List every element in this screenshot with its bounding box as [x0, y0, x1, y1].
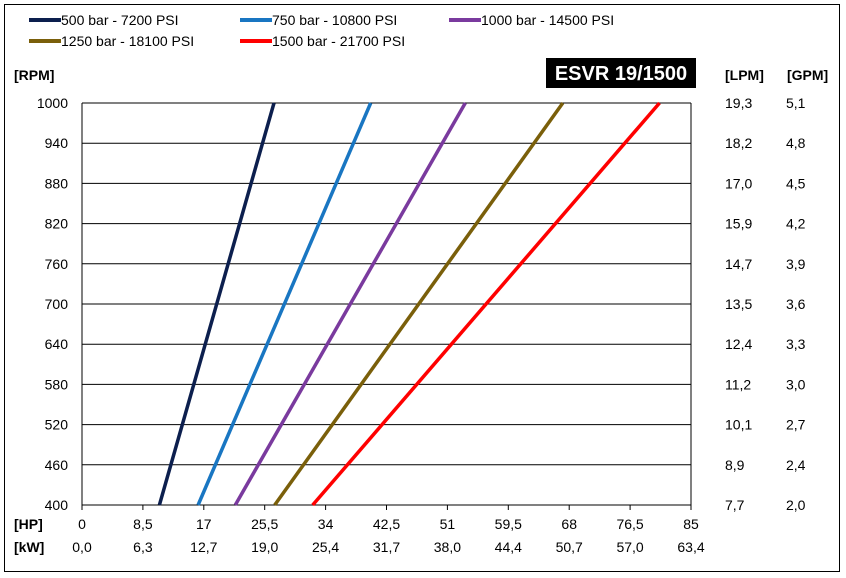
hp-tick-label: 42,5: [373, 516, 400, 532]
kw-tick-label: 31,7: [373, 539, 400, 555]
series-lines: [157, 101, 661, 507]
rpm-tick-label: 940: [45, 135, 69, 151]
hp-tick-label: 59,5: [495, 516, 522, 532]
kw-tick-label: 57,0: [616, 539, 643, 555]
gpm-tick-label: 4,8: [786, 135, 806, 151]
rpm-tick-label: 820: [45, 216, 69, 232]
lpm-tick-label: 13,5: [725, 296, 752, 312]
rpm-tick-label: 880: [45, 175, 69, 191]
gpm-tick-label: 2,0: [786, 497, 806, 513]
gpm-tick-label: 3,3: [786, 336, 806, 352]
legend: 500 bar - 7200 PSI 750 bar - 10800 PSI 100…: [29, 12, 614, 49]
legend-label-3: 1000 bar - 14500 PSI: [481, 12, 614, 28]
lpm-tick-label: 18,2: [725, 135, 752, 151]
hp-tick-label: 51: [440, 516, 456, 532]
kw-tick-label: 44,4: [495, 539, 522, 555]
hp-tick-label: 85: [683, 516, 699, 532]
gpm-tick-label: 4,2: [786, 216, 806, 232]
chart-frame: [4, 4, 840, 572]
rpm-tick-label: 520: [45, 417, 69, 433]
kw-tick-label: 6,3: [133, 539, 153, 555]
hp-tick-label: 34: [318, 516, 334, 532]
legend-label-4: 1250 bar - 18100 PSI: [61, 33, 194, 49]
lpm-tick-label: 11,2: [725, 376, 751, 392]
hp-tick-label: 68: [561, 516, 577, 532]
tick-labels: 1000 19,3 5,1 940 18,2 4,8 880 17,0 4,5 820 15,9 4,…: [37, 95, 806, 555]
gpm-tick-label: 3,0: [786, 376, 806, 392]
legend-label-1: 500 bar - 7200 PSI: [61, 12, 179, 28]
legend-label-5: 1500 bar - 21700 PSI: [272, 33, 405, 49]
kw-tick-label: 12,7: [190, 539, 217, 555]
gpm-tick-label: 2,7: [786, 417, 806, 433]
gpm-tick-label: 3,9: [786, 256, 806, 272]
kw-tick-label: 63,4: [677, 539, 704, 555]
lpm-tick-label: 14,7: [725, 256, 752, 272]
gpm-tick-label: 5,1: [786, 95, 806, 111]
series-line-4: [273, 101, 565, 507]
series-line-2: [196, 102, 373, 506]
gpm-tick-label: 3,6: [786, 296, 806, 312]
rpm-tick-label: 400: [45, 497, 69, 513]
lpm-tick-label: 19,3: [725, 95, 752, 111]
lpm-tick-label: 15,9: [725, 216, 752, 232]
title-background: [546, 58, 696, 88]
gpm-tick-label: 2,4: [786, 457, 806, 473]
hp-tick-label: 8,5: [133, 516, 153, 532]
legend-label-2: 750 bar - 10800 PSI: [272, 12, 397, 28]
rpm-tick-label: 760: [45, 256, 69, 272]
hp-axis-header: [HP]: [14, 516, 43, 532]
kw-tick-label: 0,0: [72, 539, 92, 555]
series-line-5: [311, 101, 661, 507]
kw-tick-label: 19,0: [251, 539, 278, 555]
hp-tick-label: 0: [78, 516, 86, 532]
series-line-3: [233, 102, 467, 506]
chart-title-box: ESVR 19/1500: [546, 58, 696, 88]
lpm-tick-label: 10,1: [725, 417, 752, 433]
kw-tick-label: 38,0: [434, 539, 461, 555]
hp-tick-label: 76,5: [616, 516, 643, 532]
hp-tick-label: 25,5: [251, 516, 278, 532]
lpm-tick-label: 12,4: [725, 336, 752, 352]
series-line-1: [157, 102, 276, 506]
chart-title: ESVR 19/1500: [555, 63, 687, 85]
hp-tick-label: 17: [196, 516, 212, 532]
rpm-tick-label: 640: [45, 336, 69, 352]
rpm-tick-label: 700: [45, 296, 69, 312]
rpm-tick-label: 460: [45, 457, 69, 473]
gpm-axis-header: [GPM]: [787, 67, 828, 83]
plot-grid: [81, 102, 692, 510]
lpm-tick-label: 7,7: [725, 497, 745, 513]
gpm-tick-label: 4,5: [786, 175, 806, 191]
rpm-tick-label: 1000: [37, 95, 68, 111]
lpm-axis-header: [LPM]: [725, 67, 764, 83]
kw-tick-label: 50,7: [556, 539, 583, 555]
kw-tick-label: 25,4: [312, 539, 339, 555]
rpm-tick-label: 580: [45, 376, 69, 392]
kw-axis-header: [kW]: [14, 539, 44, 555]
lpm-tick-label: 8,9: [725, 457, 745, 473]
rpm-axis-header: [RPM]: [14, 67, 54, 83]
lpm-tick-label: 17,0: [725, 175, 752, 191]
